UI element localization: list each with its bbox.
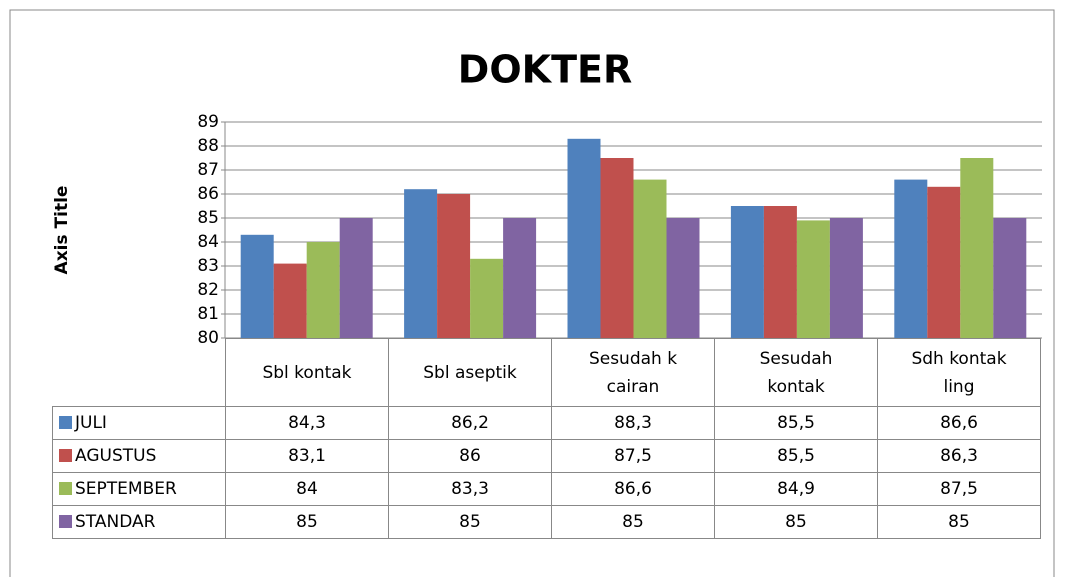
y-axis-title: Axis Title [52, 186, 72, 275]
legend-swatch [59, 482, 72, 495]
value-label: 86,2 [388, 406, 552, 440]
value-label: 85 [551, 505, 715, 539]
value-label: 85 [877, 505, 1041, 539]
table-header-row: Sbl kontak Sbl aseptik Sesudah k cairan Ses… [52, 338, 1041, 407]
bar [666, 218, 700, 338]
bar [600, 158, 634, 338]
legend-entry: JULI [52, 406, 226, 440]
legend-label: JULI [75, 413, 107, 433]
y-tick-label: 81 [197, 304, 219, 324]
data-table: Sbl kontak Sbl aseptik Sesudah k cairan Ses… [52, 338, 1041, 539]
category-label: Sbl kontak [225, 338, 389, 407]
value-label: 83,3 [388, 472, 552, 506]
chart-title: DOKTER [458, 48, 632, 92]
value-label: 86,6 [877, 406, 1041, 440]
legend-label: STANDAR [75, 512, 156, 532]
table-row: AGUSTUS 83,1 86 87,5 85,5 86,3 [52, 439, 1041, 473]
table-row: JULI 84,3 86,2 88,3 85,5 86,6 [52, 406, 1041, 440]
bar [633, 179, 667, 338]
legend-entry: AGUSTUS [52, 439, 226, 473]
y-tick-label: 82 [197, 280, 219, 300]
y-tick-label: 84 [197, 232, 219, 252]
value-label: 85 [225, 505, 389, 539]
value-label: 88,3 [551, 406, 715, 440]
table-row: SEPTEMBER 84 83,3 86,6 84,9 87,5 [52, 472, 1041, 506]
y-tick-label: 85 [197, 208, 219, 228]
category-label: Sesudah kontak [714, 338, 878, 407]
legend-entry: SEPTEMBER [52, 472, 226, 506]
legend-swatch [59, 515, 72, 528]
bar [339, 218, 373, 338]
bar [894, 179, 928, 338]
bar [470, 258, 504, 338]
bar [730, 206, 764, 338]
y-tick-label: 88 [197, 136, 219, 156]
value-label: 86 [388, 439, 552, 473]
bar [273, 263, 307, 338]
bar [567, 138, 601, 338]
value-label: 86,6 [551, 472, 715, 506]
bar [404, 189, 438, 338]
value-label: 84 [225, 472, 389, 506]
legend-swatch [59, 449, 72, 462]
category-label: Sesudah k cairan [551, 338, 715, 407]
bar [503, 218, 537, 338]
bar [240, 234, 274, 338]
value-label: 85 [388, 505, 552, 539]
value-label: 83,1 [225, 439, 389, 473]
bar [796, 220, 830, 338]
value-label: 86,3 [877, 439, 1041, 473]
y-tick-label: 89 [197, 112, 219, 132]
value-label: 85,5 [714, 406, 878, 440]
bar [763, 206, 797, 338]
value-label: 84,3 [225, 406, 389, 440]
legend-label: AGUSTUS [75, 446, 157, 466]
bar [960, 158, 994, 338]
legend-entry: STANDAR [52, 505, 226, 539]
y-tick-label: 83 [197, 256, 219, 276]
value-label: 84,9 [714, 472, 878, 506]
table-row: STANDAR 85 85 85 85 85 [52, 505, 1041, 539]
category-label: Sbl aseptik [388, 338, 552, 407]
bar [437, 194, 471, 338]
bar [306, 242, 340, 338]
value-label: 87,5 [877, 472, 1041, 506]
bar [927, 186, 961, 338]
table-corner [52, 338, 226, 407]
y-tick-label: 86 [197, 184, 219, 204]
category-label: Sdh kontak ling [877, 338, 1041, 407]
value-label: 87,5 [551, 439, 715, 473]
bar [829, 218, 863, 338]
value-label: 85 [714, 505, 878, 539]
legend-label: SEPTEMBER [75, 479, 177, 499]
bar [993, 218, 1027, 338]
value-label: 85,5 [714, 439, 878, 473]
legend-swatch [59, 416, 72, 429]
y-tick-label: 87 [197, 160, 219, 180]
